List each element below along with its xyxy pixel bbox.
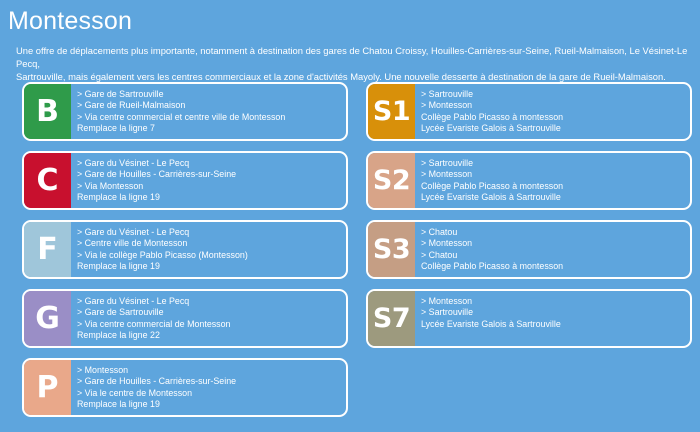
line-badge: S3 [368, 222, 415, 277]
line-description: > Gare du Vésinet - Le Pecq > Gare de Hou… [71, 153, 236, 208]
line-description: > Gare du Vésinet - Le Pecq > Gare de Sar… [71, 291, 231, 346]
line-badge: F [24, 222, 71, 277]
line-stop: Remplace la ligne 22 [77, 329, 160, 340]
line-stop: Collège Pablo Picasso à montesson [421, 260, 564, 271]
line-card-s1[interactable]: S1 > Sartrouville > Montesson Collège Pablo… [366, 82, 692, 141]
line-stop: > Sartrouville [421, 307, 474, 318]
line-badge: S2 [368, 153, 415, 208]
line-card-s2[interactable]: S2 > Sartrouville > Montesson Collège Pablo… [366, 151, 692, 210]
line-stop: > Montesson [421, 296, 473, 306]
line-stop: > Gare du Vésinet - Le Pecq [77, 227, 190, 237]
line-stop: > Centre ville de Montesson [77, 238, 188, 249]
line-stop: > Gare de Houilles - Carrières-sur-Seine [77, 169, 237, 180]
line-badge: P [24, 360, 71, 415]
line-badge: G [24, 291, 71, 346]
line-badge: S7 [368, 291, 415, 346]
line-description: > Sartrouville > Montesson Collège Pablo P… [415, 84, 563, 139]
line-stop: Collège Pablo Picasso à montesson [421, 111, 564, 122]
line-stop: Lycée Evariste Galois à Sartrouville [421, 318, 561, 329]
line-card-g[interactable]: G > Gare du Vésinet - Le Pecq > Gare de Sa… [22, 289, 348, 348]
line-stop: > Via le centre de Montesson [77, 387, 193, 398]
line-stop: > Montesson [77, 365, 129, 375]
line-stop: > Sartrouville [421, 89, 474, 99]
line-stop: Remplace la ligne 7 [77, 122, 155, 133]
line-badge: C [24, 153, 71, 208]
line-stop: Lycée Evariste Galois à Sartrouville [421, 122, 561, 133]
line-stop: > Gare de Sartrouville [77, 307, 164, 318]
line-card-c[interactable]: C > Gare du Vésinet - Le Pecq > Gare de Ho… [22, 151, 348, 210]
line-description: > Chatou > Montesson > Chatou Collège Pablo… [415, 222, 563, 277]
page-title: Montesson [8, 7, 133, 35]
line-badge: B [24, 84, 71, 139]
line-stop: > Via centre commercial de Montesson [77, 318, 231, 329]
line-stop: > Via Montesson [77, 180, 144, 191]
line-card-s3[interactable]: S3 > Chatou > Montesson > Chatou Collège Pab… [366, 220, 692, 279]
line-stop: > Montesson [421, 169, 473, 180]
line-stop: > Gare du Vésinet - Le Pecq [77, 158, 190, 168]
intro-text: Une offre de déplacements plus important… [16, 44, 692, 83]
line-description: > Gare du Vésinet - Le Pecq > Centre vill… [71, 222, 248, 277]
line-description: > Montesson > Gare de Houilles - Carrière… [71, 360, 236, 415]
line-stop: > Gare de Houilles - Carrières-sur-Seine [77, 376, 237, 387]
line-stop: Remplace la ligne 19 [77, 398, 160, 409]
line-description: > Montesson > Sartrouville Lycée Evariste … [415, 291, 561, 346]
line-stop: > Montesson [421, 100, 473, 111]
line-card-b[interactable]: B > Gare de Sartrouville > Gare de Rueil-M… [22, 82, 348, 141]
line-stop: > Montesson [421, 238, 473, 249]
line-badge: S1 [368, 84, 415, 139]
line-card-f[interactable]: F > Gare du Vésinet - Le Pecq > Centre vil… [22, 220, 348, 279]
line-stop: Remplace la ligne 19 [77, 191, 160, 202]
line-stop: Lycée Evariste Galois à Sartrouville [421, 191, 561, 202]
line-stop: > Via le collège Pablo Picasso (Montesso… [77, 249, 248, 260]
line-stop: > Gare du Vésinet - Le Pecq [77, 296, 190, 306]
line-stop: > Gare de Rueil-Malmaison [77, 100, 186, 111]
line-card-p[interactable]: P > Montesson > Gare de Houilles - Carrièr… [22, 358, 348, 417]
line-stop: > Gare de Sartrouville [77, 89, 164, 99]
line-card-s7[interactable]: S7 > Montesson > Sartrouville Lycée Evarist… [366, 289, 692, 348]
line-stop: > Via centre commercial et centre ville … [77, 111, 286, 122]
line-description: > Gare de Sartrouville > Gare de Rueil-Ma… [71, 84, 285, 139]
line-stop: > Chatou [421, 227, 458, 237]
line-description: > Sartrouville > Montesson Collège Pablo P… [415, 153, 563, 208]
line-stop: > Sartrouville [421, 158, 474, 168]
intro-line: Une offre de déplacements plus important… [16, 45, 688, 69]
line-stop: Remplace la ligne 19 [77, 260, 160, 271]
line-stop: > Chatou [421, 249, 458, 260]
intro-line: Sartrouville, mais également vers les ce… [16, 71, 666, 82]
line-stop: Collège Pablo Picasso à montesson [421, 180, 564, 191]
